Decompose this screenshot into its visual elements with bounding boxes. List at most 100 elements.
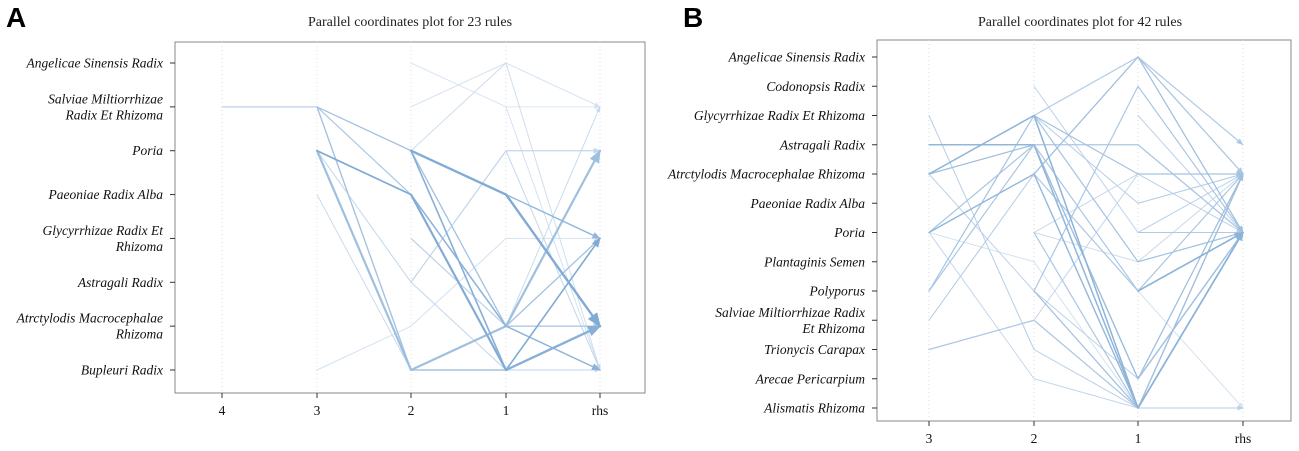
rule-segment <box>316 106 412 371</box>
y-tick-label: Codonopsis Radix <box>766 79 865 94</box>
rule-line <box>1033 114 1244 263</box>
rule-segment <box>1137 231 1244 292</box>
rule-line <box>928 144 1244 409</box>
y-tick-label: Salviae Miltiorrhizae Radix Et Rhizoma <box>715 305 865 336</box>
rule-segment <box>505 62 601 108</box>
rule-segment <box>1033 56 1139 175</box>
x-tick-label: 3 <box>314 403 321 418</box>
rule-segment <box>505 237 601 371</box>
rule-segment <box>1137 144 1244 234</box>
rule-segment <box>505 193 601 240</box>
y-tick-label: Atrctylodis Macrocephalae Rhizoma <box>667 167 865 182</box>
y-tick-label: Astragali Radix <box>779 137 865 152</box>
rule-segment <box>1033 378 1139 409</box>
rule-segment <box>410 149 507 371</box>
y-tick-label: Paeoniae Radix Alba <box>48 187 164 202</box>
y-tick-label: Glycyrrhizae Radix Et Rhizoma <box>43 223 165 254</box>
rule-line <box>504 325 602 372</box>
rule-segment <box>1137 173 1244 409</box>
rule-line <box>1033 56 1244 146</box>
rule-line <box>316 149 601 371</box>
rule-segment <box>316 149 412 196</box>
rule-segment <box>928 114 1035 175</box>
rule-segment <box>1033 290 1139 409</box>
rule-line <box>410 149 601 371</box>
rule-segment <box>410 193 507 371</box>
y-tick-label: Trionycis Carapax <box>764 342 865 357</box>
rule-line <box>1137 173 1244 263</box>
rule-segment <box>928 319 1035 351</box>
panel-b-label: B <box>683 2 703 33</box>
rule-segment <box>1033 319 1139 409</box>
rule-segment <box>410 150 507 283</box>
x-tick-label: 3 <box>926 431 933 446</box>
panel-a-y-ticks: Angelicae Sinensis Radix Salviae Miltiorr… <box>16 56 175 378</box>
y-tick-label: Poria <box>131 143 163 158</box>
rule-segment <box>1137 56 1244 146</box>
rule-segment <box>1033 114 1139 263</box>
panel-b-y-ticks: Angelicae Sinensis Radix Codonopsis Radix… <box>667 50 877 416</box>
rule-segment <box>410 62 507 152</box>
y-tick-label: Angelicae Sinensis Radix <box>728 50 865 65</box>
x-tick-label: 2 <box>1031 431 1038 446</box>
rule-line <box>316 106 601 327</box>
rule-segment <box>1137 231 1244 409</box>
rule-segment <box>410 281 507 371</box>
rule-line <box>316 150 601 373</box>
rule-segment <box>1033 115 1139 204</box>
rule-segment <box>928 144 1035 292</box>
panel-a-title: Parallel coordinates plot for 23 rules <box>308 15 512 30</box>
rule-segment <box>1033 349 1139 409</box>
rule-segment <box>1033 144 1139 292</box>
rule-segment <box>1137 173 1244 292</box>
y-tick-label: Atrctylodis Macrocephalae Rhizoma <box>16 311 164 342</box>
panel-b-rules <box>928 56 1244 411</box>
rule-segment <box>928 232 1035 380</box>
rule-line <box>1137 173 1244 233</box>
y-tick-label: Astragali Radix <box>77 275 163 290</box>
y-tick-label: Poria <box>833 225 865 240</box>
rule-segment <box>1137 173 1244 380</box>
panel-a: A Parallel coordinates plot for 23 rules… <box>6 2 646 418</box>
panel-a-label: A <box>6 2 26 33</box>
rule-segment <box>928 173 1035 321</box>
panel-a-x-ticks: 4 3 2 1 rhs <box>219 393 609 418</box>
rule-segment <box>410 150 507 327</box>
y-tick-label: Alismatis Rhizoma <box>763 401 865 416</box>
rule-segment <box>505 237 601 327</box>
y-tick-label: Polyporus <box>809 284 866 299</box>
rule-segment <box>928 173 1035 234</box>
rule-segment <box>1137 231 1244 380</box>
rule-line <box>1137 173 1244 409</box>
rule-segment <box>1033 114 1139 175</box>
rule-line <box>1137 56 1244 175</box>
rule-segment <box>504 193 602 328</box>
panel-b-frame <box>876 39 1292 422</box>
rule-segment <box>928 144 1035 175</box>
rule-segment <box>1033 231 1139 409</box>
panel-a-rules <box>221 62 602 373</box>
panel-b-x-ticks: 3 2 1 rhs <box>926 421 1251 446</box>
rule-segment <box>1137 231 1244 263</box>
rule-segment <box>1033 144 1139 409</box>
rule-segment <box>316 325 412 371</box>
rule-line <box>1033 171 1244 321</box>
y-tick-label: Glycyrrhizae Radix Et Rhizoma <box>694 108 865 123</box>
rule-segment <box>410 62 507 108</box>
rule-segment <box>409 325 508 372</box>
rule-segment <box>1137 173 1244 233</box>
x-tick-label: rhs <box>592 403 609 418</box>
x-tick-label: 1 <box>503 403 510 418</box>
panel-b: B Parallel coordinates plot for 42 rules… <box>667 2 1292 446</box>
rule-segment <box>928 115 1035 350</box>
rule-line <box>505 193 601 240</box>
rule-line <box>410 62 601 108</box>
y-tick-label: Arecae Pericarpium <box>755 371 866 386</box>
y-tick-label: Angelicae Sinensis Radix <box>26 56 163 71</box>
rule-segment <box>316 106 412 196</box>
rule-segment <box>409 149 508 196</box>
x-tick-label: 4 <box>219 403 226 418</box>
rule-line <box>928 173 1244 409</box>
rule-segment <box>504 325 602 372</box>
